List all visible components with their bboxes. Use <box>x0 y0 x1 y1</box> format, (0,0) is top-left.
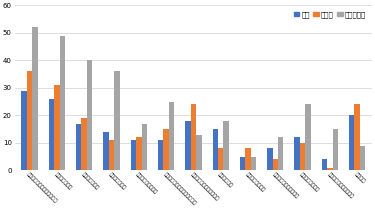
Bar <box>54 85 60 170</box>
Bar <box>240 157 245 170</box>
Bar <box>87 60 92 170</box>
Bar <box>130 140 136 170</box>
Bar <box>273 159 278 170</box>
Bar <box>305 104 311 170</box>
Bar <box>224 121 229 170</box>
Bar <box>60 36 65 170</box>
Legend: 全体, 独身期, 家族形成期: 全体, 独身期, 家族形成期 <box>291 9 369 21</box>
Bar <box>109 140 114 170</box>
Bar <box>213 129 218 170</box>
Bar <box>278 137 284 170</box>
Bar <box>49 99 54 170</box>
Bar <box>322 159 327 170</box>
Bar <box>294 137 300 170</box>
Bar <box>190 104 196 170</box>
Bar <box>21 90 27 170</box>
Bar <box>245 148 251 170</box>
Bar <box>141 124 147 170</box>
Bar <box>218 148 223 170</box>
Bar <box>169 102 174 170</box>
Bar <box>32 27 38 170</box>
Bar <box>185 121 190 170</box>
Bar <box>114 71 120 170</box>
Bar <box>27 71 32 170</box>
Bar <box>333 129 338 170</box>
Bar <box>76 124 81 170</box>
Bar <box>354 104 360 170</box>
Bar <box>349 115 354 170</box>
Bar <box>136 137 141 170</box>
Bar <box>300 143 305 170</box>
Bar <box>81 118 87 170</box>
Bar <box>196 135 202 170</box>
Bar <box>267 148 273 170</box>
Bar <box>251 157 256 170</box>
Bar <box>360 146 365 170</box>
Bar <box>327 168 333 170</box>
Bar <box>158 140 164 170</box>
Bar <box>164 129 169 170</box>
Bar <box>103 132 109 170</box>
